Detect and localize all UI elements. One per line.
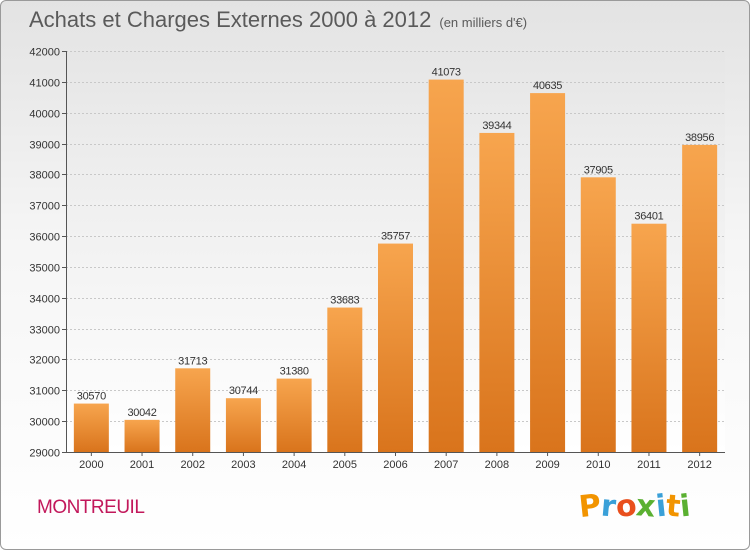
y-tick-label: 33000 <box>29 325 60 337</box>
value-label-2001: 30042 <box>127 407 156 419</box>
y-tick-label: 30000 <box>29 417 60 429</box>
y-tick-label: 31000 <box>29 386 60 398</box>
logo-letter: i <box>678 488 693 525</box>
x-tick-label-2004: 2004 <box>282 459 306 471</box>
value-label-2008: 39344 <box>482 120 511 132</box>
bar-2007 <box>428 79 464 452</box>
value-label-2011: 36401 <box>634 211 663 223</box>
y-tick-label: 32000 <box>29 355 60 367</box>
bar-2008 <box>479 132 515 453</box>
x-tick-label-2003: 2003 <box>231 459 255 471</box>
value-label-2005: 33683 <box>330 295 359 307</box>
bar-2006 <box>378 243 413 452</box>
y-tick-label: 37000 <box>29 201 60 213</box>
chart-title: Achats et Charges Externes 2000 à 2012 (e… <box>29 7 527 33</box>
value-label-2009: 40635 <box>533 80 562 92</box>
value-label-2004: 31380 <box>280 366 309 378</box>
bar-2002 <box>175 368 211 452</box>
x-tick-label-2007: 2007 <box>434 459 458 471</box>
value-label-2010: 37905 <box>584 164 613 176</box>
x-tick-label-2001: 2001 <box>130 459 154 471</box>
y-tick-label: 29000 <box>29 448 60 460</box>
bar-2009 <box>530 93 566 452</box>
value-label-2007: 41073 <box>432 67 461 79</box>
bar-2011 <box>631 223 667 452</box>
value-label-2000: 30570 <box>77 391 106 403</box>
y-tick-label: 38000 <box>29 170 60 182</box>
bar-2001 <box>124 419 160 452</box>
bar-2012 <box>682 144 718 452</box>
y-tick-label: 40000 <box>29 109 60 121</box>
y-tick-label: 39000 <box>29 140 60 152</box>
value-label-2006: 35757 <box>381 231 410 243</box>
value-label-2003: 30744 <box>229 385 258 397</box>
x-tick-label-2006: 2006 <box>383 459 407 471</box>
x-tick-label-2011: 2011 <box>637 459 661 471</box>
bar-2003 <box>225 398 261 452</box>
x-tick-label-2012: 2012 <box>687 459 711 471</box>
bar-2010 <box>580 177 616 452</box>
x-tick-label-2010: 2010 <box>586 459 610 471</box>
proxiti-logo: Proxiti <box>577 488 693 525</box>
bar-2005 <box>327 307 363 452</box>
value-label-2012: 38956 <box>685 132 714 144</box>
chart-title-text: Achats et Charges Externes 2000 à 2012 <box>29 7 432 32</box>
bar-2000 <box>73 403 109 452</box>
x-tick-label-2008: 2008 <box>485 459 509 471</box>
y-tick-label: 34000 <box>29 294 60 306</box>
chart-subtitle: (en milliers d'€) <box>439 15 528 30</box>
x-tick-label-2002: 2002 <box>180 459 204 471</box>
city-name: MONTREUIL <box>37 497 145 518</box>
x-tick-label-2005: 2005 <box>333 459 357 471</box>
value-label-2002: 31713 <box>178 355 207 367</box>
x-tick-label-2000: 2000 <box>79 459 103 471</box>
y-tick-label: 42000 <box>29 47 60 59</box>
y-tick-label: 36000 <box>29 232 60 244</box>
bar-2004 <box>276 378 312 452</box>
y-tick-label: 35000 <box>29 263 60 275</box>
y-tick-label: 41000 <box>29 78 60 90</box>
x-tick-label-2009: 2009 <box>535 459 559 471</box>
